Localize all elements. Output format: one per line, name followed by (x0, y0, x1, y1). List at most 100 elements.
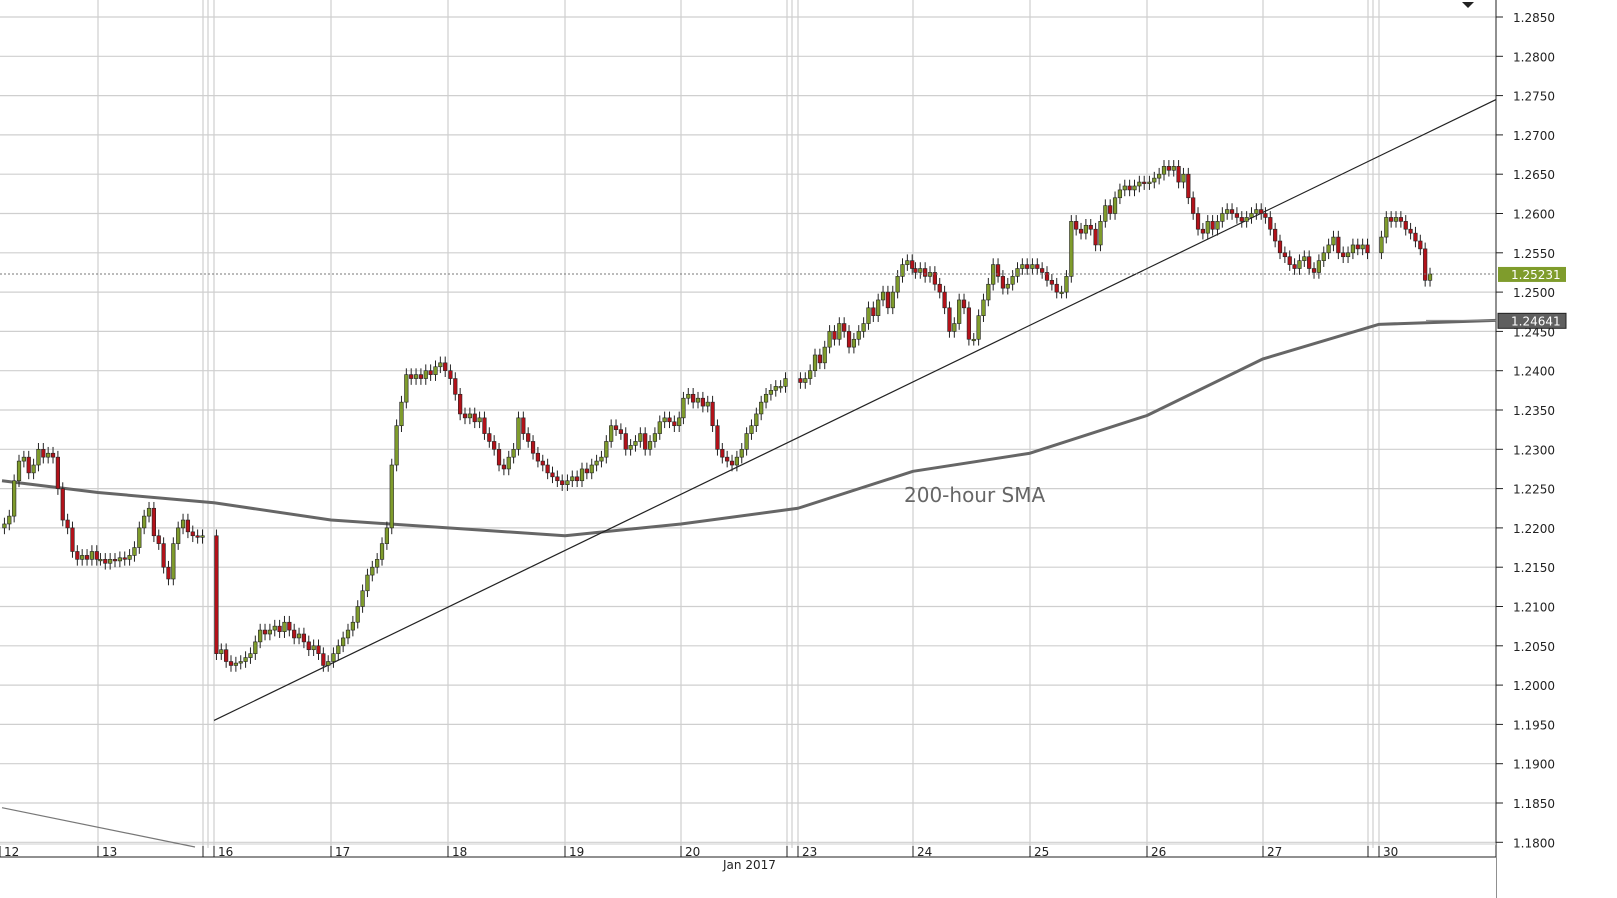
candle-down (535, 452, 541, 462)
candle-up (837, 323, 842, 340)
candle-up (604, 441, 609, 458)
price-labels: 1.25231 1.24641 (0, 266, 1567, 329)
x-tick-label: 30 (1383, 845, 1398, 859)
candle-down (1403, 221, 1408, 230)
candle-up (350, 621, 355, 631)
candle-up (1098, 221, 1103, 246)
candle-down (1311, 268, 1317, 273)
candle-up (739, 448, 744, 458)
candle-down (65, 519, 70, 529)
candle-up (1112, 197, 1118, 214)
candle-up (1360, 244, 1365, 250)
candle-down (1074, 221, 1079, 230)
candle-down (1078, 228, 1084, 234)
candle-down (910, 260, 915, 269)
candle-up (258, 629, 263, 643)
candle-down (185, 519, 191, 533)
candle-down (84, 555, 90, 560)
candle-up (253, 641, 258, 654)
candle-down (530, 441, 536, 454)
y-tick-label: 1.2750 (1513, 90, 1555, 104)
candle-up (1030, 264, 1035, 269)
candle-up (384, 527, 389, 544)
candle-up (1220, 213, 1225, 222)
candle-up (296, 633, 302, 639)
candle-up (695, 397, 701, 403)
candle-down (817, 354, 822, 364)
candle-up (778, 386, 783, 389)
candle-up (1215, 221, 1220, 230)
candle-down (1418, 240, 1423, 250)
candle-down (1195, 213, 1201, 230)
candle-up (1427, 273, 1433, 281)
candle-up (146, 507, 152, 517)
candle-up (1103, 205, 1108, 222)
candle-up (808, 370, 813, 379)
sma-annotation: 200-hour SMA (904, 483, 1046, 507)
candle-down (214, 535, 219, 654)
candle-up (652, 433, 658, 442)
candle-down (1268, 217, 1273, 230)
candle-up (1345, 252, 1351, 258)
candle-down (50, 452, 56, 458)
candle-up (389, 464, 394, 529)
candle-up (336, 645, 341, 654)
y-tick-label: 1.2350 (1513, 404, 1555, 418)
candle-down (1263, 213, 1268, 218)
sma-line (1, 318, 1497, 538)
candle-up (1297, 260, 1302, 269)
trendlines (1, 98, 1497, 848)
candle-up (876, 299, 881, 316)
candle-down (1408, 228, 1413, 234)
candle-up (21, 456, 26, 462)
candle-down (1186, 173, 1191, 199)
candle-down (1282, 252, 1287, 258)
candle-up (1015, 268, 1020, 277)
candle-up (117, 557, 122, 562)
candle-up (880, 291, 886, 301)
x-tick-label: 23 (802, 845, 817, 859)
y-tick-label: 1.2100 (1513, 601, 1555, 615)
x-tick-label: 26 (1151, 845, 1166, 859)
candle-up (570, 476, 575, 482)
candle-down (409, 374, 414, 379)
trendline (213, 98, 1497, 722)
candle-up (681, 397, 686, 419)
candle-up (46, 452, 51, 458)
candle-up (219, 649, 224, 654)
candle-up (1083, 224, 1088, 234)
candle-up (822, 346, 827, 364)
candle-down (70, 527, 75, 552)
candle-down (672, 421, 677, 427)
x-tick-label: 13 (102, 845, 117, 859)
candle-up (565, 480, 570, 485)
candle-down (462, 413, 468, 419)
candle-down (1259, 209, 1264, 214)
sma-price-badge (1497, 312, 1567, 329)
y-tick-label: 1.2000 (1513, 679, 1555, 693)
candle-down (1423, 248, 1428, 281)
y-tick-label: 1.2250 (1513, 483, 1555, 497)
dropdown-triangle-icon[interactable] (1462, 2, 1474, 8)
candle-up (413, 374, 419, 379)
candle-down (487, 433, 492, 442)
y-tick-label: 1.2500 (1513, 286, 1555, 300)
candle-up (759, 401, 764, 415)
candle-down (618, 429, 623, 434)
candle-down (306, 641, 311, 651)
candle-up (233, 662, 238, 666)
candle-up (399, 401, 404, 427)
candle-down (1176, 166, 1181, 183)
candle-down (720, 448, 725, 458)
candle-up (1122, 185, 1127, 191)
candle-down (453, 378, 458, 395)
candle-down (871, 307, 876, 316)
candle-up (773, 386, 778, 391)
candle-down (1108, 205, 1113, 214)
candle-up (768, 390, 774, 395)
candle-up (36, 448, 41, 466)
candle-down (555, 476, 560, 482)
candle-up (1350, 244, 1356, 254)
candle-down (60, 488, 65, 521)
candle-down (112, 559, 118, 562)
